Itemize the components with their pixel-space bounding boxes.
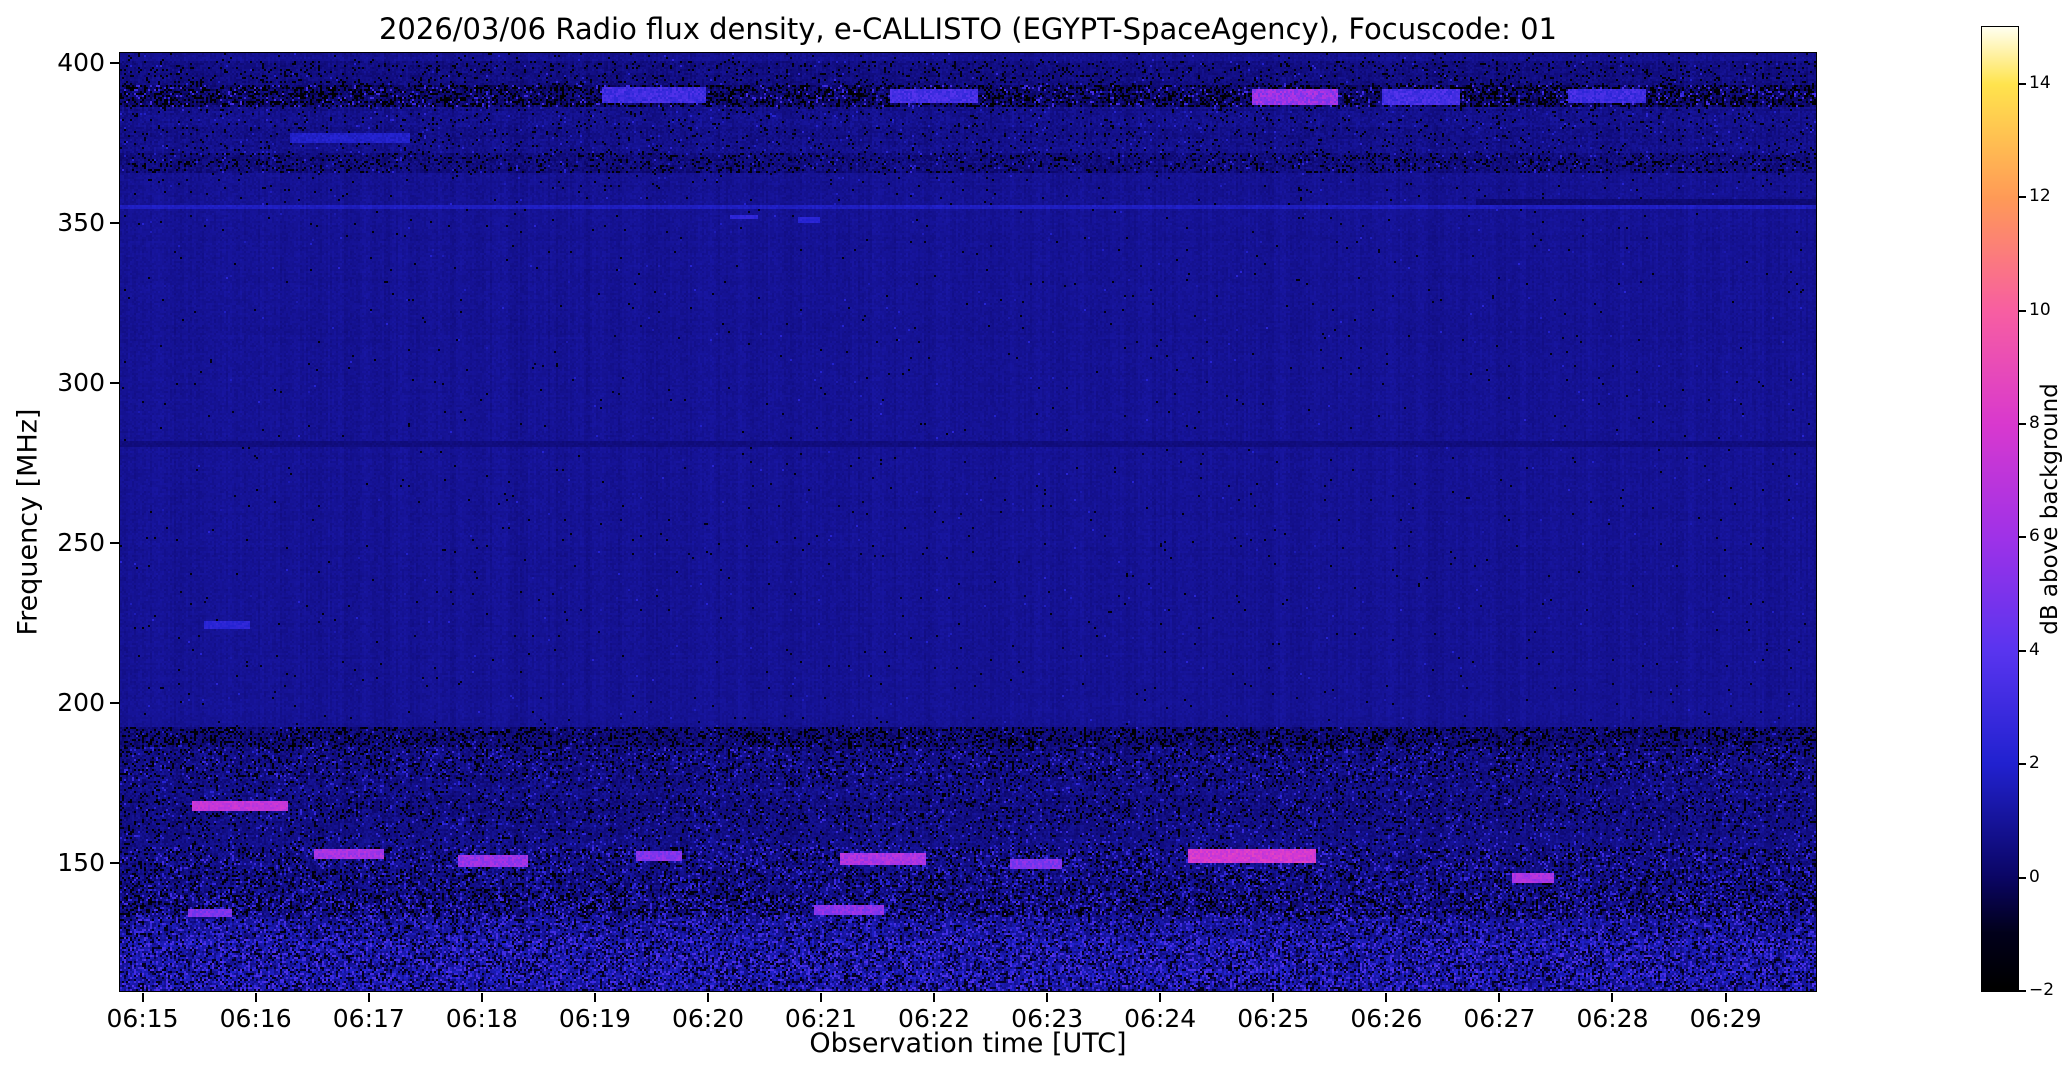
colorbar-tick-label: 14 bbox=[2029, 72, 2051, 93]
colorbar-tick-label: 6 bbox=[2029, 526, 2040, 547]
x-tick-label: 06:15 bbox=[106, 1004, 179, 1033]
colorbar-tick-label: 0 bbox=[2029, 866, 2040, 887]
colorbar-tick-mark bbox=[2019, 422, 2026, 425]
x-tick-mark bbox=[1498, 993, 1501, 1002]
x-tick-label: 06:21 bbox=[784, 1004, 857, 1033]
colorbar-tick-label: 4 bbox=[2029, 639, 2040, 660]
colorbar-gradient bbox=[1982, 27, 2018, 991]
x-tick-label: 06:26 bbox=[1350, 1004, 1423, 1033]
spectrogram-heatmap bbox=[120, 53, 1816, 991]
x-tick-mark bbox=[254, 993, 257, 1002]
y-tick-label: 300 bbox=[57, 367, 105, 397]
y-tick-label: 400 bbox=[57, 47, 105, 77]
y-tick-mark bbox=[110, 861, 119, 864]
x-tick-mark bbox=[707, 993, 709, 1002]
colorbar-tick-label: 10 bbox=[2029, 299, 2051, 320]
y-tick-mark bbox=[110, 701, 119, 704]
y-axis-label: Frequency [MHz] bbox=[12, 408, 44, 636]
x-tick-label: 06:25 bbox=[1237, 1004, 1310, 1033]
x-tick-label: 06:19 bbox=[558, 1004, 631, 1033]
colorbar-tick-mark bbox=[2019, 536, 2026, 539]
x-tick-mark bbox=[1385, 993, 1388, 1002]
colorbar-tick-label: −2 bbox=[2029, 980, 2055, 1000]
x-tick-mark bbox=[593, 993, 596, 1002]
x-tick-mark bbox=[1046, 993, 1049, 1002]
chart-title: 2026/03/06 Radio flux density, e-CALLIST… bbox=[378, 12, 1558, 46]
y-tick-label: 150 bbox=[57, 847, 105, 877]
x-tick-mark bbox=[819, 993, 822, 1002]
x-tick-label: 06:18 bbox=[445, 1004, 518, 1033]
colorbar-tick-mark bbox=[2019, 309, 2026, 312]
x-tick-mark bbox=[1272, 993, 1275, 1002]
plot-area bbox=[119, 52, 1817, 992]
x-axis-label: Observation time [UTC] bbox=[809, 1028, 1127, 1059]
y-tick-label: 200 bbox=[57, 687, 105, 717]
x-tick-label: 06:23 bbox=[1011, 1004, 1084, 1033]
colorbar-label: dB above background bbox=[2037, 383, 2063, 635]
x-tick-label: 06:28 bbox=[1576, 1004, 1649, 1033]
x-tick-label: 06:22 bbox=[898, 1004, 971, 1033]
y-tick-mark bbox=[110, 541, 119, 544]
x-tick-mark bbox=[480, 993, 483, 1002]
colorbar bbox=[1981, 26, 2019, 992]
x-tick-mark bbox=[1611, 993, 1614, 1002]
colorbar-tick-mark bbox=[2019, 649, 2026, 652]
x-tick-label: 06:16 bbox=[219, 1004, 292, 1033]
y-tick-mark bbox=[110, 381, 119, 384]
y-tick-mark bbox=[110, 61, 119, 64]
colorbar-tick-mark bbox=[2019, 763, 2026, 766]
x-tick-label: 06:17 bbox=[332, 1004, 405, 1033]
colorbar-tick-mark bbox=[2019, 990, 2026, 992]
colorbar-tick-mark bbox=[2019, 82, 2026, 85]
colorbar-tick-label: 12 bbox=[2029, 186, 2051, 207]
y-tick-mark bbox=[110, 221, 119, 224]
x-tick-mark bbox=[1724, 993, 1727, 1002]
x-tick-label: 06:24 bbox=[1124, 1004, 1197, 1033]
colorbar-tick-mark bbox=[2019, 196, 2026, 199]
x-tick-mark bbox=[933, 993, 936, 1002]
x-tick-mark bbox=[1159, 993, 1162, 1002]
x-tick-label: 06:29 bbox=[1689, 1004, 1762, 1033]
x-tick-mark bbox=[367, 993, 370, 1002]
colorbar-tick-label: 8 bbox=[2029, 412, 2040, 433]
y-tick-label: 250 bbox=[57, 527, 105, 557]
x-tick-label: 06:27 bbox=[1463, 1004, 1536, 1033]
x-tick-mark bbox=[141, 993, 144, 1002]
colorbar-tick-label: 2 bbox=[2029, 753, 2040, 774]
x-tick-label: 06:20 bbox=[671, 1004, 745, 1033]
colorbar-tick-mark bbox=[2019, 876, 2026, 879]
y-tick-label: 350 bbox=[57, 207, 105, 237]
